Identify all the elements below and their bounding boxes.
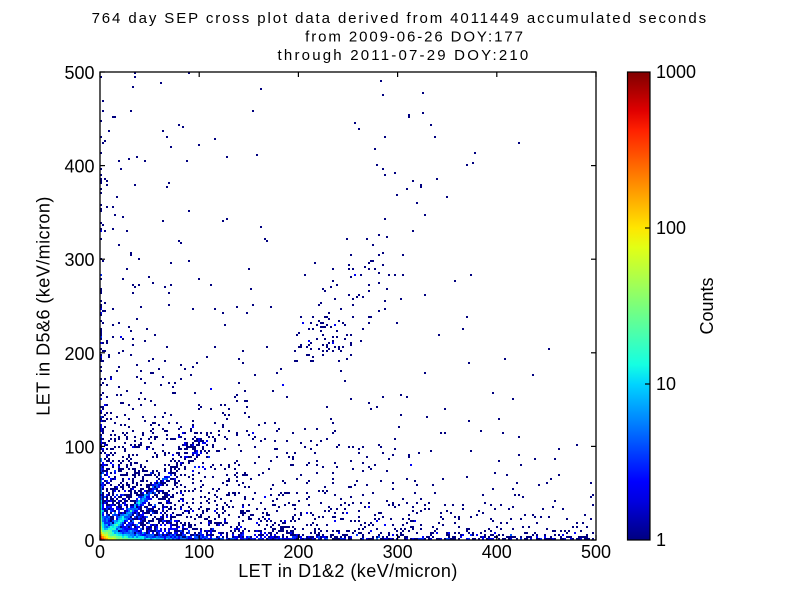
svg-text:LET in D1&2 (keV/micron): LET in D1&2 (keV/micron)	[238, 561, 458, 581]
svg-text:100: 100	[184, 542, 214, 562]
svg-text:500: 500	[581, 542, 611, 562]
svg-text:500: 500	[64, 63, 94, 83]
svg-text:400: 400	[482, 542, 512, 562]
svg-text:0: 0	[84, 531, 94, 551]
svg-text:1: 1	[656, 530, 666, 550]
svg-text:100: 100	[64, 437, 94, 457]
svg-text:400: 400	[64, 157, 94, 177]
svg-text:from 2009-06-26 DOY:177: from 2009-06-26 DOY:177	[305, 29, 525, 46]
svg-text:1000: 1000	[656, 62, 696, 82]
svg-text:100: 100	[656, 218, 686, 238]
svg-text:300: 300	[383, 542, 413, 562]
svg-text:through 2011-07-29 DOY:210: through 2011-07-29 DOY:210	[278, 47, 531, 64]
svg-text:LET in D5&6 (keV/micron): LET in D5&6 (keV/micron)	[34, 196, 54, 416]
svg-text:300: 300	[64, 250, 94, 270]
svg-text:0: 0	[95, 542, 105, 562]
svg-text:10: 10	[656, 374, 676, 394]
svg-text:200: 200	[283, 542, 313, 562]
svg-text:200: 200	[64, 344, 94, 364]
svg-text:Counts: Counts	[697, 277, 717, 334]
svg-text:764 day SEP cross plot data de: 764 day SEP cross plot data derived from…	[92, 10, 708, 27]
